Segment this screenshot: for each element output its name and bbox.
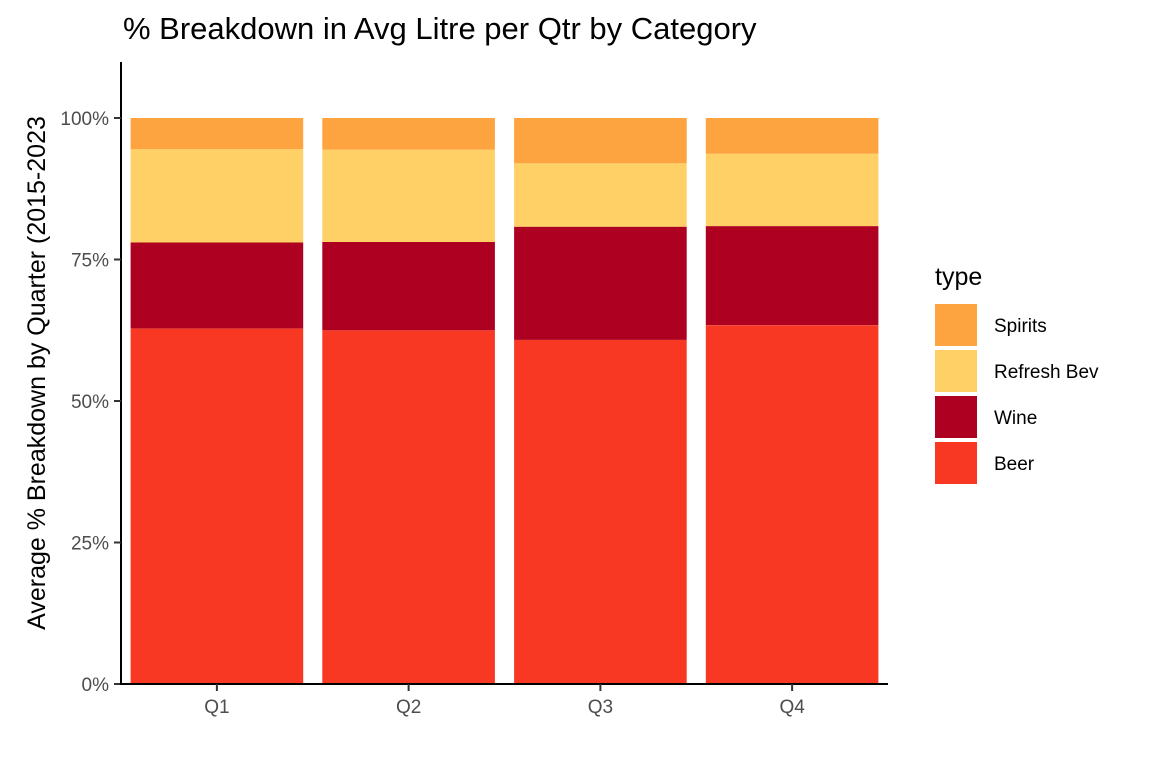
bar-refresh-bev-q4	[705, 153, 879, 227]
legend-label-wine: Wine	[994, 408, 1037, 429]
x-tick-label: Q2	[396, 697, 421, 718]
bar-beer-q3	[514, 339, 687, 684]
x-tick-label: Q4	[779, 697, 805, 718]
bar-beer-q4	[705, 325, 879, 684]
legend-label-beer: Beer	[994, 454, 1035, 475]
y-tick-label: 75%	[71, 251, 109, 272]
y-tick-label: 100%	[60, 109, 109, 130]
legend-key-spirits	[935, 304, 977, 346]
legend-key-beer	[935, 442, 977, 484]
legend-key-refresh-bev	[935, 350, 977, 392]
bar-wine-q3	[514, 226, 687, 340]
bar-wine-q2	[322, 242, 495, 331]
bar-spirits-q2	[322, 118, 495, 150]
x-tick-label: Q3	[588, 697, 613, 718]
legend-label-spirits: Spirits	[994, 316, 1047, 337]
bar-spirits-q1	[130, 118, 304, 150]
y-axis: 0% 25% 50% 75% 100%	[60, 62, 122, 696]
y-tick-label: 0%	[82, 675, 110, 696]
bar-spirits-q4	[705, 118, 879, 154]
legend-label-refresh-bev: Refresh Bev	[994, 362, 1099, 383]
bar-spirits-q3	[514, 118, 687, 164]
legend: type Spirits Refresh Bev Wine Beer	[935, 263, 1099, 484]
bar-beer-q1	[130, 328, 304, 684]
bar-wine-q4	[705, 226, 879, 326]
legend-title: type	[935, 263, 982, 291]
x-axis: Q1 Q2 Q3 Q4	[120, 683, 888, 718]
bar-beer-q2	[322, 330, 495, 685]
bar-refresh-bev-q1	[130, 149, 304, 243]
y-tick-label: 50%	[71, 392, 109, 413]
bars-group	[130, 118, 879, 685]
bar-wine-q1	[130, 242, 304, 329]
chart-title: % Breakdown in Avg Litre per Qtr by Cate…	[123, 11, 757, 46]
bar-refresh-bev-q2	[322, 149, 495, 242]
y-tick-label: 25%	[71, 534, 109, 555]
x-tick-label: Q1	[204, 697, 229, 718]
legend-key-wine	[935, 396, 977, 438]
bar-refresh-bev-q3	[514, 163, 687, 227]
y-axis-title: Average % Breakdown by Quarter (2015-202…	[23, 116, 51, 630]
